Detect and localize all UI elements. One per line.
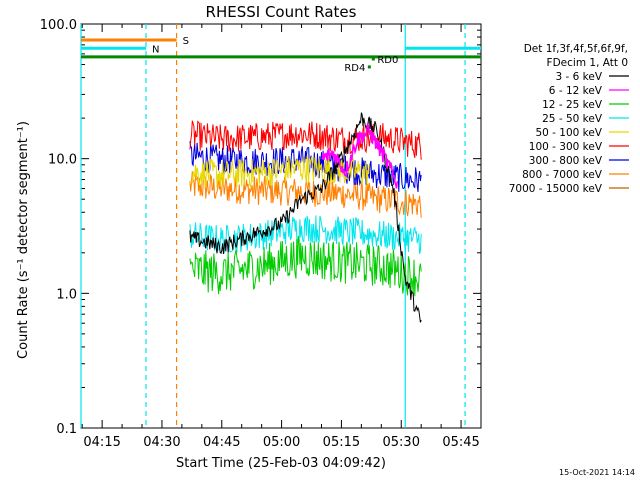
y-tick-label: 10.0 [48,153,77,168]
legend-label: 800 - 7000 keV [522,169,603,181]
legend-title-line: FDecim 1, Att 0 [547,57,628,69]
x-tick-label: 04:30 [143,435,180,450]
legend-label: 25 - 50 keV [542,113,603,125]
footer-timestamp: 15-Oct-2021 14:14 [559,468,635,477]
legend-label: 12 - 25 keV [542,99,603,111]
legend-label: 50 - 100 keV [535,127,602,139]
series-line [189,141,422,193]
series-line [189,215,422,255]
x-tick-label: 05:15 [323,435,360,450]
x-tick-label: 05:45 [442,435,479,450]
x-tick-label: 05:00 [263,435,300,450]
x-tick-label: 04:15 [83,435,120,450]
chart-title: RHESSI Count Rates [206,3,357,21]
annotation-point-label: RD4 [344,63,365,74]
annotation-hbar-label: S [183,36,189,47]
annotation-point [371,57,375,61]
legend-title-line: Det 1f,3f,4f,5f,6f,9f, [524,43,628,55]
series-line [189,171,422,218]
legend-label: 3 - 6 keV [555,71,602,83]
legend-label: 6 - 12 keV [549,85,603,97]
x-axis-label: Start Time (25-Feb-03 04:09:42) [176,456,386,471]
series-line [189,235,422,297]
y-tick-label: 0.1 [56,422,77,437]
y-axis-label: Count Rate (s⁻¹ detector segment⁻¹) [16,121,31,359]
series-line [189,120,422,160]
x-tick-label: 04:45 [203,435,240,450]
x-tick-label: 05:30 [383,435,420,450]
y-tick-label: 100.0 [40,18,77,33]
annotation-hbar-label: N [152,44,159,55]
y-tick-label: 1.0 [56,287,77,302]
legend-label: 100 - 300 keV [529,141,603,153]
annotation-point-label: RD0 [377,55,398,66]
legend-label: 7000 - 15000 keV [509,183,603,195]
legend: Det 1f,3f,4f,5f,6f,9f, FDecim 1, Att 0 3 -… [509,43,629,195]
plot-area: 0.1 1.0 10.0 100.0 04:15 04:30 04:45 05:00 05:15… [40,18,482,450]
series-line [321,121,399,189]
annotation-point [367,65,371,69]
legend-label: 300 - 800 keV [529,155,603,167]
series-line [189,155,370,189]
